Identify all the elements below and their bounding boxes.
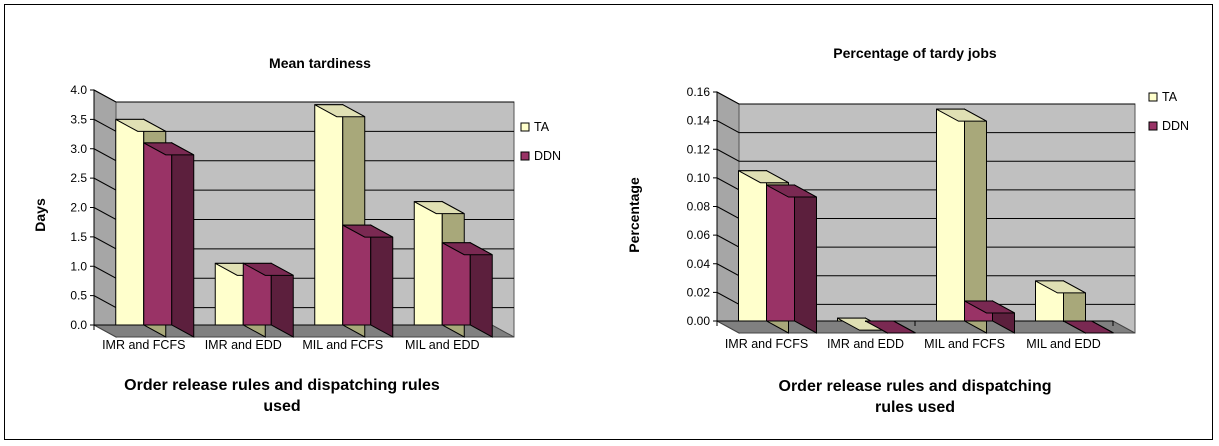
- x-axis-label-line: rules used: [875, 399, 955, 416]
- y-tick-label: 0.16: [687, 85, 711, 99]
- y-tick-label: 3.0: [70, 142, 87, 156]
- legend-label-ddn: DDN: [1162, 119, 1189, 133]
- chart-mean-tardiness: 0.0 0.5 1.0 1.5 2.0 2.5 3.0 3.5 4.0 IMR and FCFS I…: [32, 55, 561, 415]
- y-tick-label: 0.00: [687, 314, 711, 328]
- y-tick-label: 0.12: [687, 142, 711, 156]
- bar-ddn: [964, 300, 1015, 334]
- bar-ddn: [242, 262, 294, 338]
- y-axis-label: Percentage: [626, 177, 642, 253]
- legend-swatch-ta: [1148, 92, 1158, 102]
- y-tick-label: 0.04: [687, 257, 711, 271]
- bar-ddn: [865, 320, 916, 334]
- x-tick-label: MIL and FCFS: [924, 337, 1005, 351]
- chart-percentage-tardy-jobs: 0.00 0.02 0.04 0.06 0.08 0.10 0.12 0.14 0.16 IMR …: [626, 45, 1189, 416]
- bar-ddn: [342, 224, 394, 338]
- y-tick-label: 4.0: [70, 83, 87, 97]
- x-tick-label: MIL and EDD: [1026, 337, 1101, 351]
- legend-swatch-ddn: [1148, 121, 1158, 131]
- y-tick-label: 0.06: [687, 228, 711, 242]
- bar-ddn: [766, 184, 817, 334]
- y-tick-label: 0.02: [687, 285, 711, 299]
- y-tick-label: 3.5: [70, 112, 87, 126]
- x-axis-label-line: Order release rules and dispatching: [779, 378, 1052, 395]
- x-tick-label: IMR and FCFS: [725, 337, 808, 351]
- legend-swatch-ddn: [520, 151, 530, 161]
- y-tick-label: 0.5: [70, 289, 87, 303]
- gridline: [716, 148, 1135, 162]
- y-tick-label: 1.5: [70, 230, 87, 244]
- x-tick-label: IMR and EDD: [205, 338, 282, 352]
- chart-title: Percentage of tardy jobs: [833, 45, 997, 61]
- gridline: [716, 91, 1135, 105]
- figure-frame: 0.0 0.5 1.0 1.5 2.0 2.5 3.0 3.5 4.0 IMR and FCFS I…: [4, 4, 1213, 440]
- y-tick-label: 2.5: [70, 171, 87, 185]
- y-tick-label: 0.10: [687, 171, 711, 185]
- x-tick-label: IMR and FCFS: [102, 338, 185, 352]
- bar-ddn: [1063, 320, 1114, 334]
- gridline: [93, 89, 514, 103]
- x-axis-label-line: used: [263, 398, 300, 415]
- x-tick-label: IMR and EDD: [827, 337, 904, 351]
- y-axis-label: Days: [32, 198, 48, 232]
- x-tick-label: MIL and FCFS: [302, 338, 383, 352]
- y-tick-label: 0.08: [687, 200, 711, 214]
- legend-label-ta: TA: [534, 120, 550, 134]
- bar-ddn: [441, 241, 493, 338]
- bar-ta: [1035, 280, 1086, 334]
- x-tick-label: MIL and EDD: [405, 338, 480, 352]
- bar-ta: [936, 108, 987, 334]
- gridline: [716, 120, 1135, 134]
- x-axis-label-line: Order release rules and dispatching rule…: [124, 377, 440, 394]
- legend-swatch-ta: [520, 122, 530, 132]
- y-tick-label: 0.0: [70, 318, 87, 332]
- y-tick-label: 2.0: [70, 201, 87, 215]
- bar-ddn: [143, 142, 195, 338]
- y-tick-label: 1.0: [70, 259, 87, 273]
- legend-label-ddn: DDN: [534, 149, 561, 163]
- y-tick-label: 0.14: [687, 114, 711, 128]
- legend-label-ta: TA: [1162, 90, 1178, 104]
- chart-title: Mean tardiness: [269, 55, 371, 71]
